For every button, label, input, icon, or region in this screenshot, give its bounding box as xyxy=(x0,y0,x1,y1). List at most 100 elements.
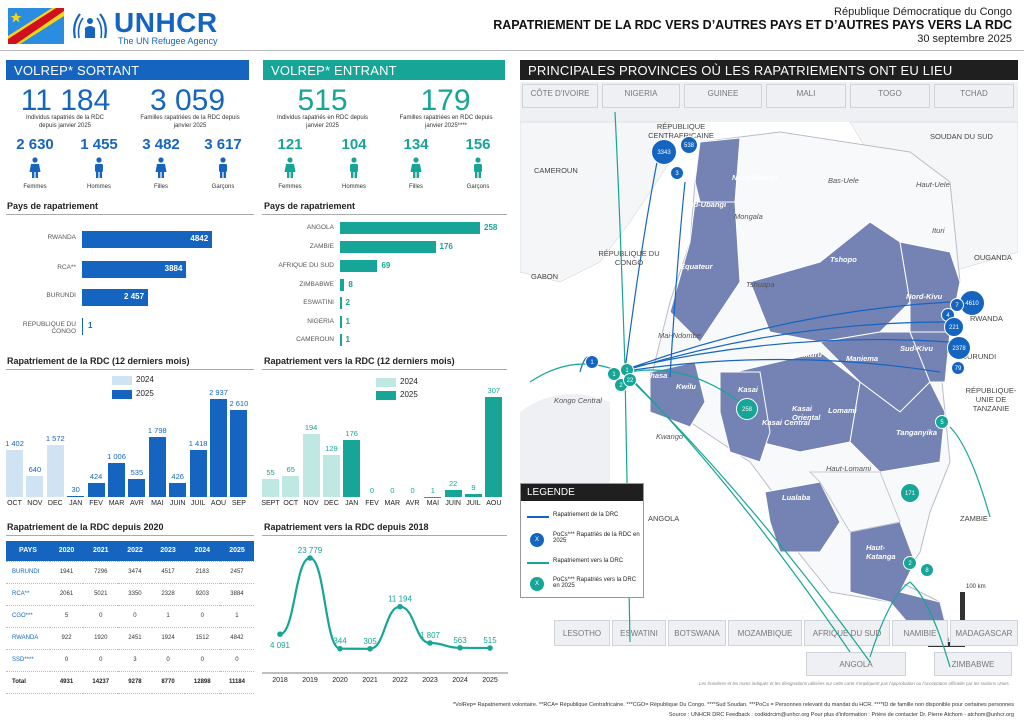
table-cell: 1 xyxy=(151,605,185,628)
table-cell: Total xyxy=(6,671,50,694)
male-icon xyxy=(471,157,485,179)
map-country-box: ZIMBABWE xyxy=(934,652,1012,676)
map-neighbor-label: RÉPUBLIQUE-UNIE DE TANZANIE xyxy=(965,386,1017,413)
map-country-box: ESWATINI xyxy=(612,620,666,646)
month-label: SEP xyxy=(231,500,246,507)
month-bar xyxy=(128,479,146,497)
month-bar xyxy=(6,450,23,497)
map-neighbor-label: CAMEROUN xyxy=(534,166,578,175)
demo-label: Garçons xyxy=(211,184,235,190)
month-label: AVR xyxy=(129,500,144,507)
month-value: 535 xyxy=(130,468,144,478)
table-cell: 2183 xyxy=(184,561,220,584)
pays-value: 2 457 xyxy=(124,292,145,301)
table-cell: BURUNDI xyxy=(6,561,50,584)
map-country-box: MOZAMBIQUE xyxy=(728,620,802,646)
table-cell: 14237 xyxy=(83,671,119,694)
month-label: AOU xyxy=(486,500,502,507)
flow-arrow xyxy=(619,338,951,371)
drc-flag xyxy=(8,8,64,44)
year-point xyxy=(397,603,403,610)
table-header-cell: 2023 xyxy=(151,541,185,562)
blue-pin: 79 xyxy=(951,361,965,375)
month-label: MAR xyxy=(384,500,401,507)
entrant-pays-title: Pays de rapatriement xyxy=(264,201,356,211)
map-neighbor-label: SOUDAN DU SUD xyxy=(930,132,993,141)
month-bar xyxy=(230,409,248,497)
map-country-box: ANGOLA xyxy=(806,652,906,676)
table-header-cell: 2025 xyxy=(219,541,254,562)
pays-label: ZIMBABWE xyxy=(299,281,334,288)
year-value: 515 xyxy=(483,636,497,645)
pays-bar xyxy=(340,334,342,346)
table-cell: SSD**** xyxy=(6,649,50,672)
table-cell: 7296 xyxy=(83,561,119,584)
table-cell: 0 xyxy=(83,605,119,628)
map-disclaimer: Les frontières et les noms indiqués et l… xyxy=(699,681,1010,686)
pays-label: RCA** xyxy=(57,264,76,271)
map-province-label: Kongo Central xyxy=(554,396,602,405)
map-country-box: NIGERIA xyxy=(602,84,680,108)
map-province-label: Lualaba xyxy=(782,493,811,502)
pays-value: 258 xyxy=(484,223,498,232)
year-label: 2020 xyxy=(332,677,348,684)
demo-value: 104 xyxy=(341,136,367,153)
legend-2024-swatch xyxy=(112,376,132,385)
blue-pin: 221 xyxy=(944,317,964,337)
month-value: 1 798 xyxy=(147,426,167,435)
flow-arrows xyxy=(529,111,991,668)
year-point xyxy=(337,645,343,652)
pays-bar xyxy=(340,260,378,272)
month-label: FEV xyxy=(365,500,379,507)
year-value: 344 xyxy=(333,637,347,646)
month-value: 426 xyxy=(171,471,184,481)
pays-bar xyxy=(82,231,213,248)
pays-label: ZAMBIE xyxy=(309,243,334,250)
blue-pin: 3343 xyxy=(651,139,677,165)
table-cell: 0 xyxy=(184,649,220,672)
page-title: RAPATRIEMENT DE LA RDC VERS D’AUTRES PAY… xyxy=(493,18,1012,32)
demo-value: 134 xyxy=(403,136,429,153)
divider xyxy=(262,369,507,370)
month-bar xyxy=(302,433,320,497)
table-row: BURUNDI 1941 7296 3474 4517 2183 2457 xyxy=(6,561,254,584)
map-province-label: Tshopo xyxy=(830,255,857,264)
pays-label: BURUNDI xyxy=(46,292,76,299)
demo-value: 121 xyxy=(277,136,303,153)
pays-bar xyxy=(82,289,149,306)
flow-arrow xyxy=(624,146,661,371)
legend-2024-label: 2024 xyxy=(400,377,418,386)
table-cell: 5 xyxy=(50,605,84,628)
month-value: 55 xyxy=(266,468,275,478)
month-value: 1 572 xyxy=(45,433,65,443)
table-cell: 922 xyxy=(50,627,84,650)
legend-teal-pin: X xyxy=(530,577,544,591)
map-legend: LEGENDE Rapatriement de la DRC X PoCs***… xyxy=(520,483,644,598)
pays-value: 1 xyxy=(345,317,350,326)
year-point xyxy=(457,645,463,651)
month-bar xyxy=(67,495,85,497)
sortant-pays-title: Pays de rapatriement xyxy=(7,201,99,211)
month-bar xyxy=(262,479,279,497)
pays-bar xyxy=(82,261,187,278)
year-label: 2024 xyxy=(452,677,468,684)
map-province-label: Lomami xyxy=(828,406,857,415)
flow-arrow xyxy=(619,321,947,373)
female-icon xyxy=(28,157,42,179)
entrant-month-title: Rapatriement vers la RDC (12 derniers mo… xyxy=(264,356,455,366)
month-value: 640 xyxy=(28,464,42,474)
map-neighbor-label: ANGOLA xyxy=(648,514,680,523)
org-name: UNHCR xyxy=(114,7,218,38)
month-value: 176 xyxy=(345,428,358,438)
month-label: MAI xyxy=(426,500,440,507)
sortant-header: VOLREP* SORTANT xyxy=(6,60,249,80)
map-neighbor-label: BURUNDI xyxy=(962,352,997,361)
table-header-cell: PAYS xyxy=(6,541,50,562)
teal-pin: 8 xyxy=(920,563,934,577)
map-country-box: GUINEE xyxy=(684,84,762,108)
map-province-label: Sud-Kivu xyxy=(900,344,933,353)
year-label: 2019 xyxy=(302,677,318,684)
table-total-row: Total 4931 14237 9278 8770 12898 11184 xyxy=(6,671,254,694)
divider xyxy=(262,535,507,536)
table-row: SSD**** 0 0 3 0 0 0 xyxy=(6,649,254,672)
